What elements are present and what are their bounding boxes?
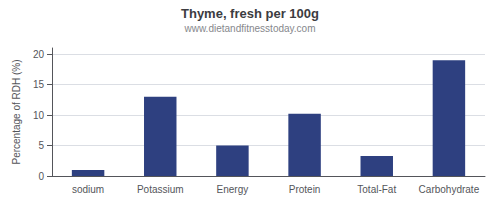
svg-text:Carbohydrate: Carbohydrate [419, 184, 480, 195]
svg-text:Potassium: Potassium [137, 184, 184, 195]
svg-text:15: 15 [33, 79, 45, 90]
svg-text:Total-Fat: Total-Fat [357, 184, 396, 195]
svg-text:10: 10 [33, 110, 45, 121]
svg-text:Percentage of RDH (%): Percentage of RDH (%) [11, 59, 22, 164]
svg-text:Thyme, fresh per 100g: Thyme, fresh per 100g [181, 6, 319, 21]
svg-text:www.dietandfitnesstoday.com: www.dietandfitnesstoday.com [184, 23, 316, 34]
svg-text:5: 5 [38, 140, 44, 151]
svg-text:sodium: sodium [72, 184, 104, 195]
svg-text:0: 0 [38, 171, 44, 182]
svg-text:20: 20 [33, 49, 45, 60]
svg-text:Energy: Energy [217, 184, 249, 195]
svg-text:Protein: Protein [289, 184, 321, 195]
